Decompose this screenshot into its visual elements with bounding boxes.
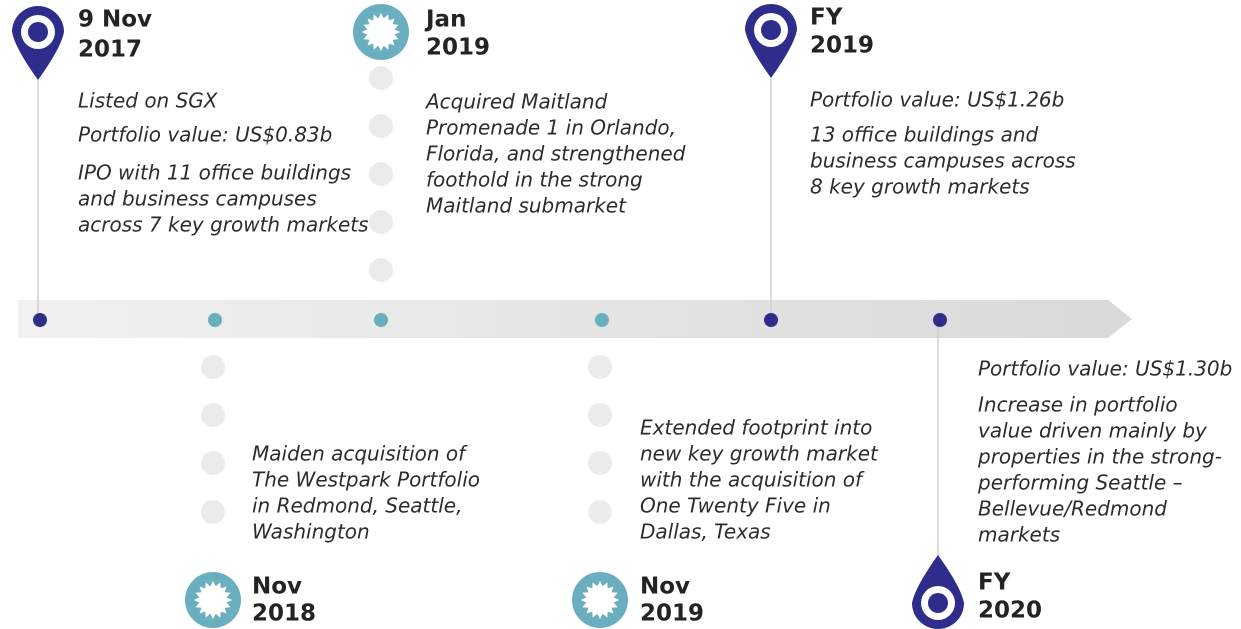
connector-dot	[369, 162, 393, 186]
connector-dot	[588, 451, 612, 475]
event-date: 2019	[810, 33, 874, 59]
event-text: business campuses across	[810, 149, 1076, 173]
connector-dot	[369, 114, 393, 138]
event-text: Maiden acquisition of	[252, 442, 468, 466]
event-date: Nov	[640, 574, 690, 600]
event-text: markets	[978, 523, 1060, 547]
event-text: Acquired Maitland	[424, 90, 608, 114]
timeline-dot	[764, 313, 778, 327]
event-text: 8 key growth markets	[810, 175, 1030, 199]
connector-dot	[201, 451, 225, 475]
connector-dot	[369, 258, 393, 282]
event-date: 2020	[978, 598, 1042, 624]
event-text: foothold in the strong	[426, 168, 643, 192]
connector-dot	[201, 500, 225, 524]
connector-dot	[201, 403, 225, 427]
event-text: Listed on SGX	[78, 89, 219, 113]
event-date: 2017	[78, 37, 142, 63]
timeline-dot	[595, 313, 609, 327]
event-text: Portfolio value: US$0.83b	[78, 123, 332, 147]
timeline-dot	[33, 313, 47, 327]
pin-dot	[928, 593, 948, 613]
badge-star	[362, 13, 400, 51]
badge-star	[581, 581, 619, 619]
connector-dot	[201, 355, 225, 379]
pin-icon	[912, 555, 964, 629]
timeline-dot	[374, 313, 388, 327]
event-text: Maitland submarket	[426, 194, 627, 218]
connector-dot	[588, 403, 612, 427]
pin-icon	[745, 4, 797, 78]
event-text: with the acquisition of	[640, 468, 865, 492]
badge-star	[194, 581, 232, 619]
event-text: value driven mainly by	[978, 419, 1208, 443]
event-date: 9 Nov	[78, 7, 152, 33]
event-text: Portfolio value: US$1.30b	[978, 357, 1232, 381]
timeline-arrow	[18, 300, 1132, 338]
event-text: Promenade 1 in Orlando,	[426, 116, 676, 140]
event-text: Dallas, Texas	[640, 520, 771, 544]
event-text: IPO with 11 office buildings	[78, 161, 351, 185]
timeline-dot	[208, 313, 222, 327]
event-text: Bellevue/Redmond	[978, 497, 1167, 521]
event-date: 2019	[426, 35, 490, 61]
connector-dot	[588, 500, 612, 524]
event-date: Nov	[252, 574, 302, 600]
connector-dot	[588, 355, 612, 379]
event-date: FY	[810, 5, 843, 31]
event-date: FY	[978, 570, 1011, 596]
event-text: new key growth market	[640, 442, 879, 466]
event-text: Florida, and strengthened	[426, 142, 686, 166]
timeline-dot	[933, 313, 947, 327]
connector-dot	[369, 66, 393, 90]
pin-icon	[12, 6, 64, 80]
event-date: 2019	[640, 601, 704, 627]
event-text: properties in the strong-	[977, 445, 1222, 469]
connector-dot	[369, 210, 393, 234]
event-text: Extended footprint into	[640, 416, 872, 440]
event-text: across 7 key growth markets	[78, 213, 369, 237]
event-date: 2018	[252, 601, 316, 627]
event-date: Jan	[424, 7, 466, 33]
event-text: The Westpark Portfolio	[252, 468, 480, 492]
event-text: in Redmond, Seattle,	[252, 494, 462, 518]
event-text: Portfolio value: US$1.26b	[810, 88, 1064, 112]
event-text: One Twenty Five in	[640, 494, 831, 518]
pin-dot	[28, 22, 48, 42]
event-text: 13 office buildings and	[810, 123, 1039, 147]
event-text: Washington	[252, 520, 370, 544]
event-text: and business campuses	[78, 187, 317, 211]
event-text: performing Seattle –	[977, 471, 1183, 495]
event-text: Increase in portfolio	[978, 393, 1178, 417]
pin-dot	[761, 20, 781, 40]
